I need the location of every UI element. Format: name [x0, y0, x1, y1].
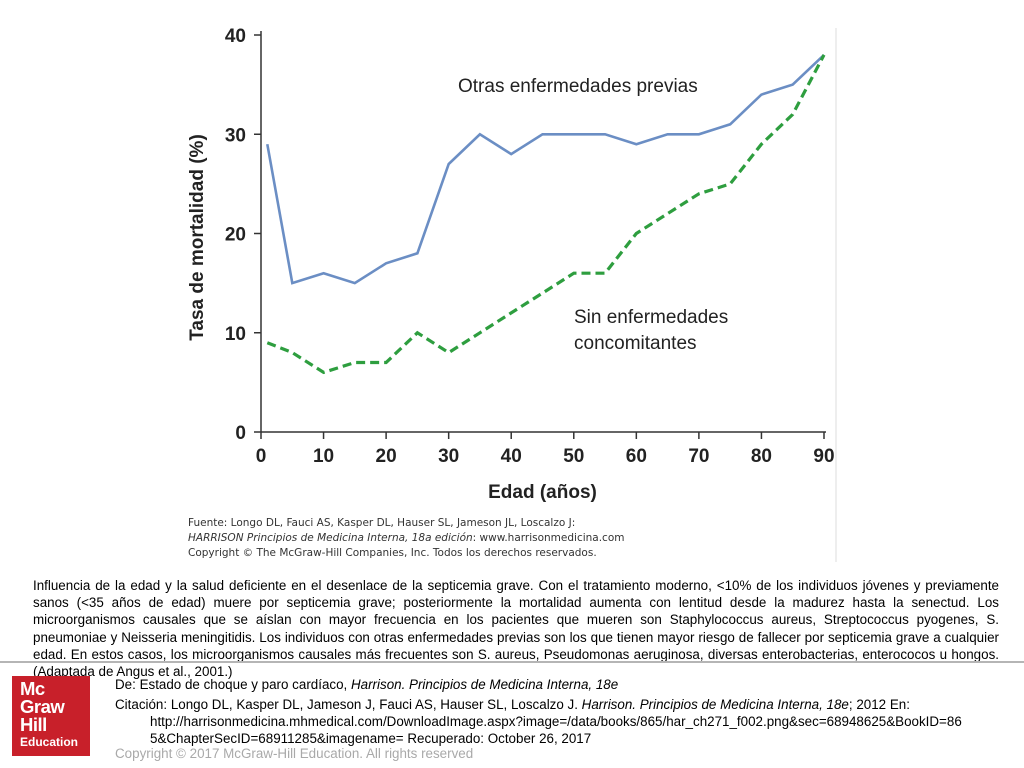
x-tick-label: 40	[501, 446, 522, 467]
citation-book: Harrison. Principios de Medicina Interna…	[581, 697, 849, 712]
y-tick-label: 10	[225, 324, 246, 345]
from-chapter: Estado de choque y paro cardíaco,	[139, 677, 351, 692]
logo-education: Education	[20, 735, 79, 749]
divider	[0, 661, 1024, 663]
source-copyright: Copyright © The McGraw-Hill Companies, I…	[188, 547, 597, 559]
y-tick-label: 20	[225, 225, 246, 246]
series-line-1	[266, 53, 825, 285]
chart-figure: 0 10 20 30 40 0 10 20 30 40 50 60 70 80 90 Edad (años) T…	[187, 26, 837, 562]
citation-prefix: Citación: Longo DL, Kasper DL, Jameson J…	[115, 697, 582, 712]
series-line-2	[266, 54, 826, 375]
x-tick-label: 10	[313, 446, 334, 467]
copyright-notice: Copyright © 2017 McGraw-Hill Education. …	[115, 746, 474, 761]
x-tick-label: 90	[813, 446, 834, 467]
from-line: De: Estado de choque y paro cardíaco, Ha…	[115, 676, 1020, 693]
from-book: Harrison. Principios de Medicina Interna…	[350, 677, 619, 692]
logo-hill: Hill	[20, 714, 47, 735]
x-tick-label: 80	[751, 446, 772, 467]
mcgraw-hill-logo: Mc Graw Hill Education	[12, 676, 90, 756]
source-line-2: HARRISON Principios de Medicina Interna,…	[188, 531, 748, 546]
x-tick-label: 30	[438, 446, 459, 467]
citation-rest: ; 2012 En:	[848, 697, 910, 712]
y-tick-label: 0	[235, 423, 246, 444]
x-axis-label: Edad (años)	[488, 482, 597, 503]
citation-line: Citación: Longo DL, Kasper DL, Jameson J…	[115, 696, 1020, 713]
x-tick-label: 0	[256, 446, 267, 467]
citation-url-1[interactable]: http://harrisonmedicina.mhmedical.com/Do…	[150, 714, 962, 729]
from-prefix: De:	[115, 677, 140, 692]
source-book-title: HARRISON Principios de Medicina Interna,…	[188, 532, 473, 544]
y-tick-label: 40	[225, 26, 246, 47]
mortality-line-chart: 0 10 20 30 40 0 10 20 30 40 50 60 70 80 90 Edad (años) T…	[187, 26, 837, 562]
credits-block: De: Estado de choque y paro cardíaco, Ha…	[115, 676, 1020, 747]
x-tick-label: 20	[376, 446, 397, 467]
citation-url-2: 5&ChapterSecID=68911285&imagename= Recup…	[150, 731, 592, 746]
y-tick-label: 30	[225, 125, 246, 146]
x-tick-label: 50	[563, 446, 584, 467]
x-tick-label: 60	[626, 446, 647, 467]
logo-graw: Graw	[20, 696, 65, 717]
series-1-annotation: Otras enfermedades previas	[458, 76, 698, 97]
figure-caption: Influencia de la edad y la salud deficie…	[33, 578, 999, 680]
series-2-annotation-line: Sin enfermedades	[574, 307, 728, 328]
series-2-annotation-line: concomitantes	[574, 333, 697, 354]
source-website: : www.harrisonmedicina.com	[472, 532, 625, 544]
x-tick-label: 70	[688, 446, 709, 467]
logo-mc: Mc	[20, 678, 45, 699]
y-axis-label: Tasa de mortalidad (%)	[187, 134, 208, 341]
source-line-1: Fuente: Longo DL, Fauci AS, Kasper DL, H…	[188, 517, 576, 529]
